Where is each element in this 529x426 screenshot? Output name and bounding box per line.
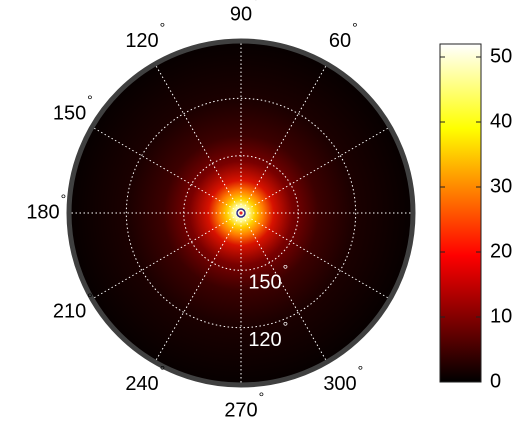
- grid-spoke: [240, 126, 391, 214]
- angle-tick-180: 180°: [26, 191, 66, 223]
- angle-tick-label: 180: [26, 201, 59, 223]
- colorbar-tick-label: 50: [490, 45, 512, 67]
- angle-tick-90: 90°: [230, 0, 259, 25]
- degree-symbol: °: [253, 0, 259, 9]
- colorbar-tick-label: 10: [490, 305, 512, 327]
- angle-tick-label: 270: [224, 399, 257, 421]
- grid-spoke: [91, 212, 242, 300]
- polar-plot: 60°90°120°150°180°210°240°270°300° 150°1…: [26, 0, 416, 421]
- degree-symbol: °: [358, 362, 364, 378]
- degree-symbol: °: [259, 389, 265, 405]
- grid-spoke: [240, 212, 391, 300]
- angle-tick-label: 90: [230, 3, 252, 25]
- colorbar-gradient: [439, 43, 482, 383]
- angle-tick-label: 120: [125, 30, 158, 52]
- radial-tick-150: 150°: [248, 261, 288, 293]
- colorbar-ticks: 0 10 20 30 40 50: [440, 45, 512, 392]
- angle-tick-label: 210: [53, 300, 86, 322]
- colorbar-tick-label: 40: [490, 110, 512, 132]
- colorbar-tick-label: 20: [490, 240, 512, 262]
- angle-tick-270: 270°: [224, 389, 264, 421]
- grid-ring: [183, 155, 299, 271]
- colorbar: 0 10 20 30 40 50: [439, 43, 512, 392]
- grid-ring: [125, 97, 357, 329]
- degree-symbol: °: [61, 191, 67, 207]
- angle-tick-150: 150°: [53, 92, 93, 124]
- polar-border: [66, 38, 416, 388]
- degree-symbol: °: [352, 20, 358, 36]
- angle-tick-labels: 60°90°120°150°180°210°240°270°300°: [26, 0, 363, 421]
- angle-tick-120: 120°: [125, 20, 165, 52]
- angle-tick-label: 240: [125, 373, 158, 395]
- angle-tick-210: 210°: [53, 290, 93, 322]
- degree-symbol: °: [283, 261, 289, 277]
- grid-spoke: [240, 63, 328, 214]
- center-marker: [236, 208, 246, 218]
- degree-symbol: °: [87, 290, 93, 306]
- radial-tick-labels: 150°120°: [248, 261, 288, 351]
- angle-tick-300: 300°: [323, 362, 363, 394]
- angle-tick-60: 60°: [329, 20, 358, 52]
- degree-symbol: °: [283, 319, 289, 335]
- degree-symbol: °: [87, 92, 93, 108]
- grid-spoke: [154, 212, 242, 363]
- angle-tick-label: 150: [53, 102, 86, 124]
- colorbar-tick-label: 30: [490, 175, 512, 197]
- angle-tick-label: 60: [329, 30, 351, 52]
- angle-tick-label: 300: [323, 373, 356, 395]
- grid-spoke: [154, 63, 242, 214]
- grid-spoke: [240, 212, 328, 363]
- degree-symbol: °: [160, 20, 166, 36]
- radial-tick-label: 120: [248, 329, 281, 351]
- radial-tick-label: 150: [248, 272, 281, 294]
- colorbar-tick-label: 0: [490, 370, 501, 392]
- polar-grid: [69, 41, 413, 385]
- degree-symbol: °: [160, 362, 166, 378]
- radial-tick-120: 120°: [248, 319, 288, 351]
- grid-spoke: [91, 126, 242, 214]
- angle-tick-240: 240°: [125, 362, 165, 394]
